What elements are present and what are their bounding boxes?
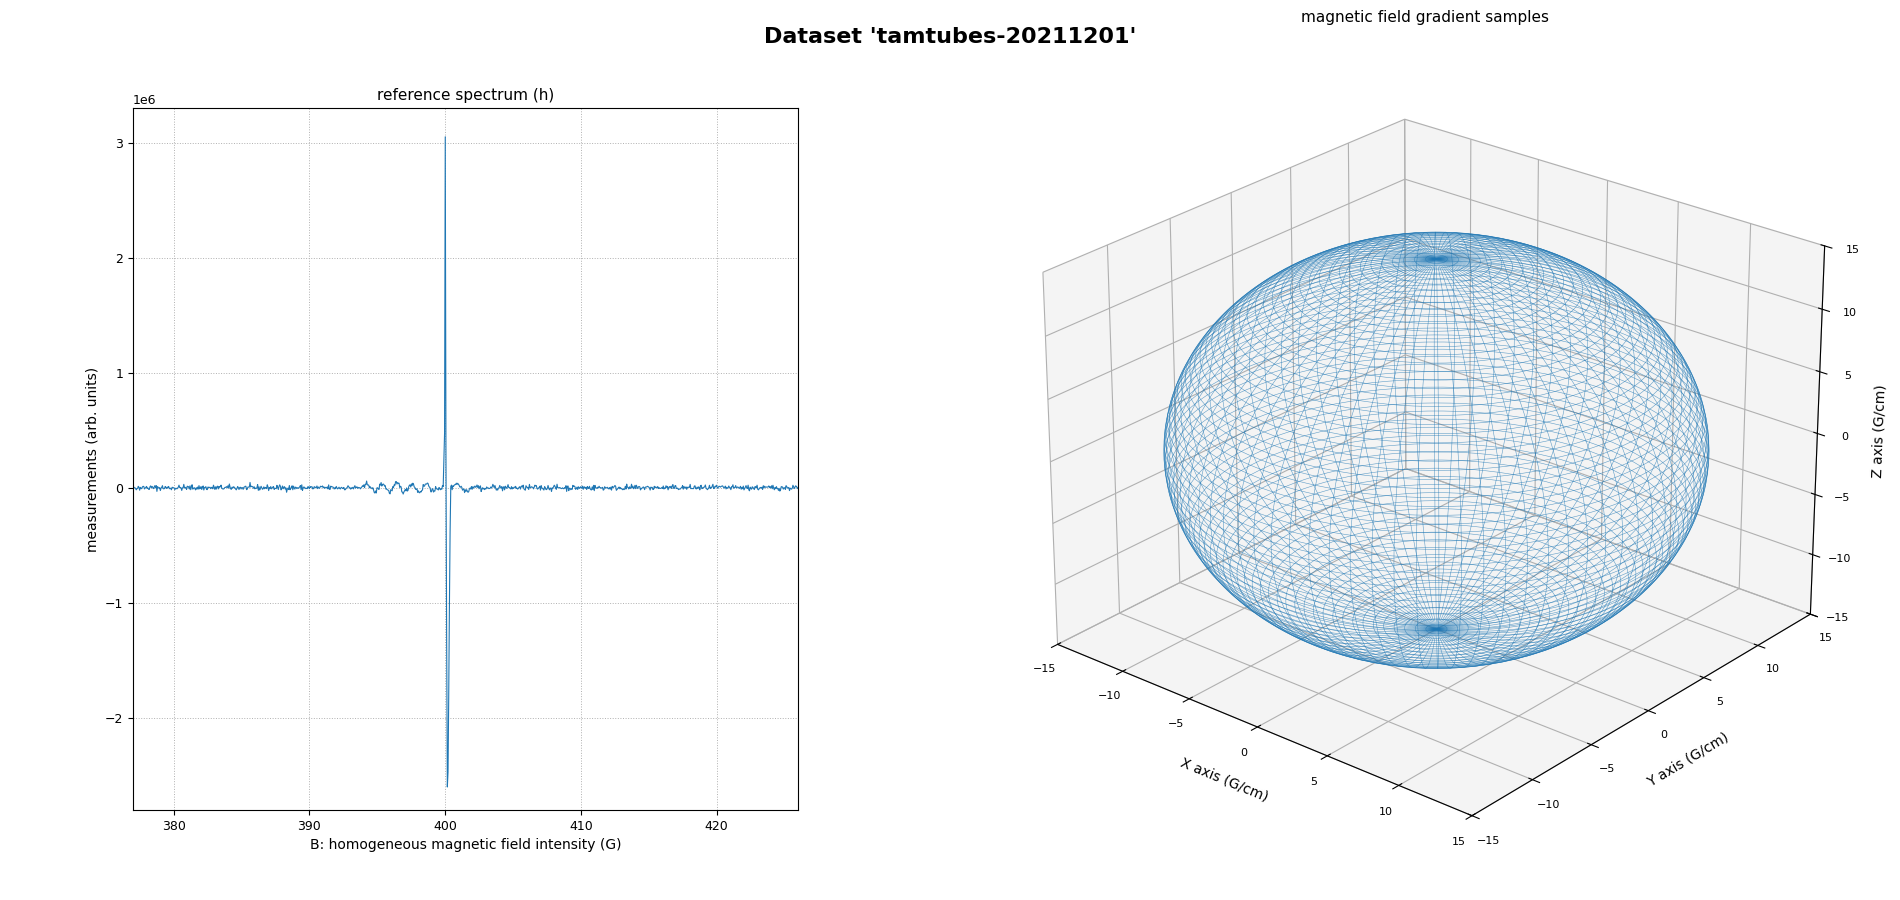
Y-axis label: Y axis (G/cm): Y axis (G/cm) bbox=[1645, 730, 1731, 789]
X-axis label: X axis (G/cm): X axis (G/cm) bbox=[1178, 755, 1269, 804]
Text: Dataset 'tamtubes-20211201': Dataset 'tamtubes-20211201' bbox=[764, 27, 1136, 47]
Title: reference spectrum (h): reference spectrum (h) bbox=[376, 87, 555, 103]
Title: magnetic field gradient samples: magnetic field gradient samples bbox=[1302, 10, 1548, 25]
Y-axis label: measurements (arb. units): measurements (arb. units) bbox=[86, 366, 99, 552]
X-axis label: B: homogeneous magnetic field intensity (G): B: homogeneous magnetic field intensity … bbox=[310, 838, 621, 852]
